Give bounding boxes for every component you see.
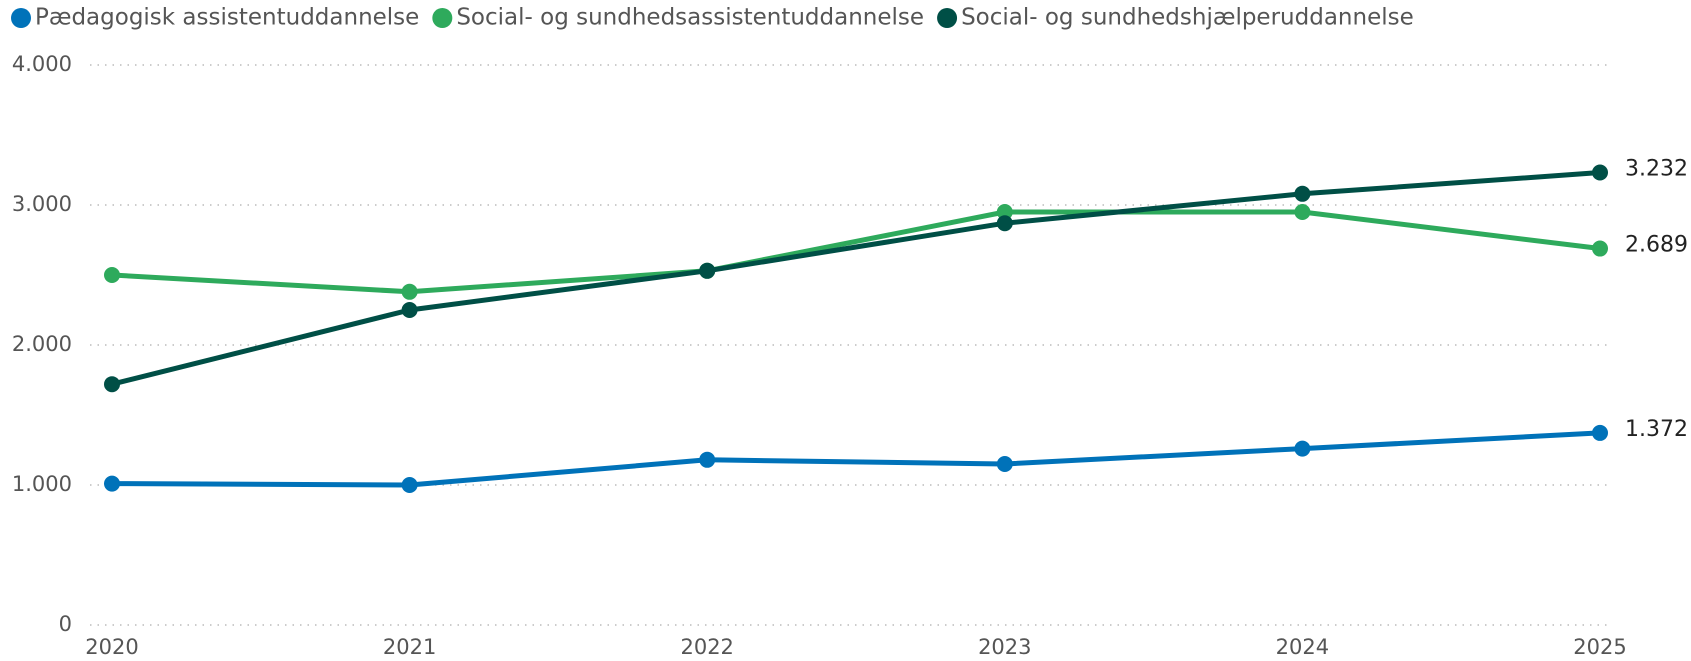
series-point bbox=[401, 283, 418, 300]
y-tick-label: 0 bbox=[59, 612, 72, 636]
series-point bbox=[996, 215, 1013, 232]
legend-swatch bbox=[432, 8, 453, 28]
series-line bbox=[111, 209, 1601, 295]
value-label: 3.232 bbox=[1625, 157, 1688, 182]
series-point bbox=[104, 267, 120, 283]
series-point bbox=[1592, 164, 1608, 181]
value-label: 2.689 bbox=[1625, 233, 1688, 258]
series-point bbox=[699, 451, 716, 468]
legend-label: Pædagogisk assistentuddannelse bbox=[35, 5, 419, 31]
series-point bbox=[1294, 440, 1311, 457]
y-tick-label: 1.000 bbox=[12, 472, 72, 496]
x-tick-label: 2020 bbox=[85, 635, 138, 659]
series-point bbox=[1592, 240, 1608, 257]
series-line bbox=[111, 170, 1601, 387]
series-point bbox=[401, 477, 418, 493]
series-point bbox=[104, 376, 120, 393]
value-label: 1.372 bbox=[1625, 417, 1688, 442]
series-line bbox=[111, 430, 1601, 488]
series-point bbox=[1294, 204, 1311, 220]
legend-label: Social- og sundhedsassistentuddannelse bbox=[456, 5, 924, 31]
y-tick-label: 4.000 bbox=[12, 52, 72, 76]
series-point bbox=[1294, 185, 1311, 202]
series-point bbox=[104, 475, 120, 492]
series-point bbox=[996, 456, 1013, 472]
x-tick-label: 2022 bbox=[680, 635, 733, 659]
legend-label: Social- og sundhedshjælperuddannelse bbox=[961, 5, 1414, 31]
y-tick-label: 2.000 bbox=[12, 332, 72, 356]
series-point bbox=[401, 302, 418, 318]
series-point bbox=[996, 204, 1013, 220]
x-tick-label: 2021 bbox=[383, 635, 436, 659]
series-point bbox=[699, 262, 716, 279]
x-tick-label: 2024 bbox=[1276, 635, 1329, 659]
y-tick-label: 3.000 bbox=[12, 192, 72, 216]
x-tick-label: 2025 bbox=[1573, 635, 1626, 659]
legend-swatch bbox=[937, 8, 958, 28]
x-tick-label: 2023 bbox=[978, 635, 1031, 659]
series-point bbox=[1592, 424, 1608, 441]
legend-swatch bbox=[11, 8, 31, 28]
